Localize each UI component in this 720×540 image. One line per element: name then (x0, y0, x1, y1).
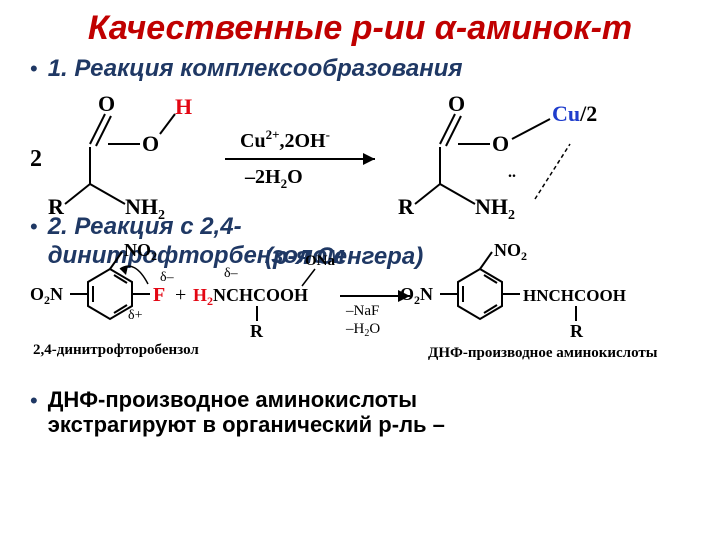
svg-text:H2NCHCOOH: H2NCHCOOH (193, 285, 308, 308)
svg-text:δ–: δ– (224, 266, 239, 281)
dnfb-label: 2,4-динитрофторобензол (33, 342, 199, 358)
svg-text:O: O (98, 91, 115, 116)
svg-text:NO2: NO2 (124, 240, 157, 263)
f-red: F (153, 284, 165, 306)
svg-text:HNCHCOOH: HNCHCOOH (523, 286, 626, 305)
svg-text:ONa: ONa (305, 253, 336, 269)
bullet-1-text: 1. Реакция комплексообразования (48, 55, 463, 84)
svg-text:R: R (48, 194, 65, 219)
svg-text:NO2: NO2 (494, 240, 527, 263)
cu-blue: Cu/2 (552, 101, 597, 126)
bullet-3-text: ДНФ-производное аминокислоты экстрагирую… (48, 387, 445, 438)
reaction-1: 2 O O H R NH2 Cu2+,2OH- –2H2O (30, 89, 690, 219)
svg-text:O: O (492, 131, 509, 156)
reaction-2: NO2 O2N F δ+ δ– 2,4-динитрофторобензол +… (30, 239, 690, 379)
cu-label: Cu2+,2OH- (240, 127, 330, 152)
svg-text:δ+: δ+ (128, 308, 143, 323)
svg-text:O: O (448, 91, 465, 116)
dnp-label: ДНФ-производное аминокислоты (428, 345, 658, 361)
h-red: H (175, 94, 192, 119)
svg-text:NH2: NH2 (125, 194, 165, 219)
svg-text:–H2O: –H2O (345, 321, 380, 339)
svg-text:O2N: O2N (400, 284, 433, 307)
slide-title: Качественные р-ии α-аминок-т (30, 10, 690, 47)
svg-text:–NaF: –NaF (345, 303, 379, 319)
bullet-dot-1: • (30, 55, 38, 84)
svg-text:δ–: δ– (160, 270, 175, 285)
svg-text:..: .. (508, 164, 516, 181)
svg-text:O: O (142, 131, 159, 156)
svg-text:+: + (175, 284, 186, 306)
coeff-2: 2 (30, 146, 42, 172)
svg-text:NH2: NH2 (475, 194, 515, 219)
svg-text:R: R (250, 321, 264, 341)
svg-text:R: R (398, 194, 415, 219)
svg-text:–2H2O: –2H2O (244, 166, 303, 191)
svg-text:O2N: O2N (30, 284, 63, 307)
svg-text:R: R (570, 321, 584, 341)
bullet-dot-3: • (30, 387, 38, 416)
